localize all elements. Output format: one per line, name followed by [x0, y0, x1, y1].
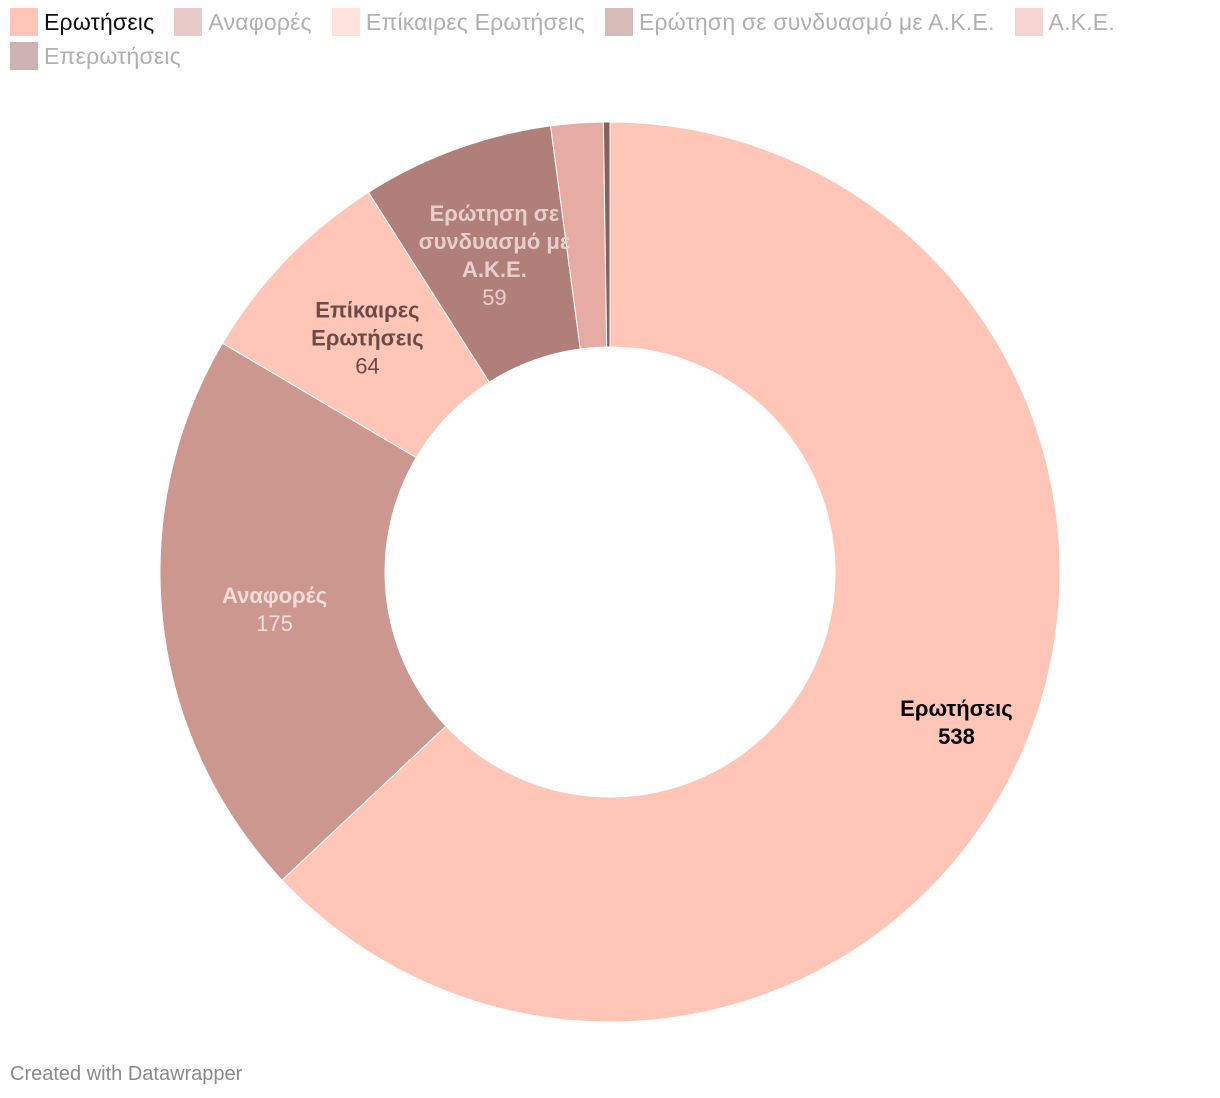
- slice-labels: Ερωτήσεις 538 Αναφορές 175 Επίκαιρες Ερωτήσει…: [222, 201, 1013, 749]
- legend-swatch: [174, 8, 203, 36]
- slice-1[interactable]: [281, 121, 1061, 1023]
- legend-swatch: [604, 8, 633, 36]
- legend-item-eperotiseis[interactable]: Επερωτήσεις: [10, 42, 181, 70]
- legend-label: Α.Κ.Ε.: [1048, 9, 1115, 35]
- slice-label-name: Αναφορές: [222, 583, 327, 608]
- legend-item-epikaires-erotiseis[interactable]: Επίκαιρες Ερωτήσεις: [331, 8, 585, 36]
- legend-swatch: [331, 8, 360, 36]
- legend-item-erotiseis[interactable]: Ερωτήσεις: [10, 8, 154, 36]
- legend-item-erotisi-ake[interactable]: Ερώτηση σε συνδυασμό με Α.Κ.Ε.: [604, 8, 995, 36]
- slice-label-name: Επίκαιρες: [315, 297, 419, 322]
- slice-label-value: 59: [482, 285, 506, 310]
- slice-2[interactable]: [159, 342, 447, 881]
- legend-item-anafores[interactable]: Αναφορές: [174, 8, 312, 36]
- legend-label: Επίκαιρες Ερωτήσεις: [365, 9, 585, 35]
- footer-credit: Created with Datawrapper: [10, 1063, 243, 1085]
- slice-label-name: Α.Κ.Ε.: [462, 257, 527, 282]
- slice-label-name: Ερωτήσεις: [311, 325, 424, 350]
- slice-label-value: 538: [938, 724, 975, 749]
- legend-swatch: [10, 42, 38, 70]
- legend: Ερωτήσεις Αναφορές Επίκαιρες Ερωτήσεις Ε…: [10, 8, 1210, 70]
- slice-label-value: 64: [355, 353, 379, 378]
- legend-label: Ερώτηση σε συνδυασμό με Α.Κ.Ε.: [638, 9, 995, 35]
- slice-label-name: Ερώτηση σε: [430, 201, 560, 226]
- donut-slices: [159, 121, 1061, 1023]
- legend-item-ake[interactable]: Α.Κ.Ε.: [1014, 8, 1115, 36]
- legend-swatch: [1014, 8, 1043, 36]
- slice-label-value: 175: [256, 611, 293, 636]
- legend-label: Αναφορές: [208, 9, 312, 35]
- slice-6[interactable]: [602, 121, 611, 348]
- slice-label-name: συνδυασμό με: [419, 229, 571, 254]
- slice-label-name: Ερωτήσεις: [900, 696, 1013, 721]
- legend-label: Επερωτήσεις: [44, 43, 181, 69]
- legend-label: Ερωτήσεις: [44, 9, 155, 35]
- legend-swatch: [10, 8, 38, 36]
